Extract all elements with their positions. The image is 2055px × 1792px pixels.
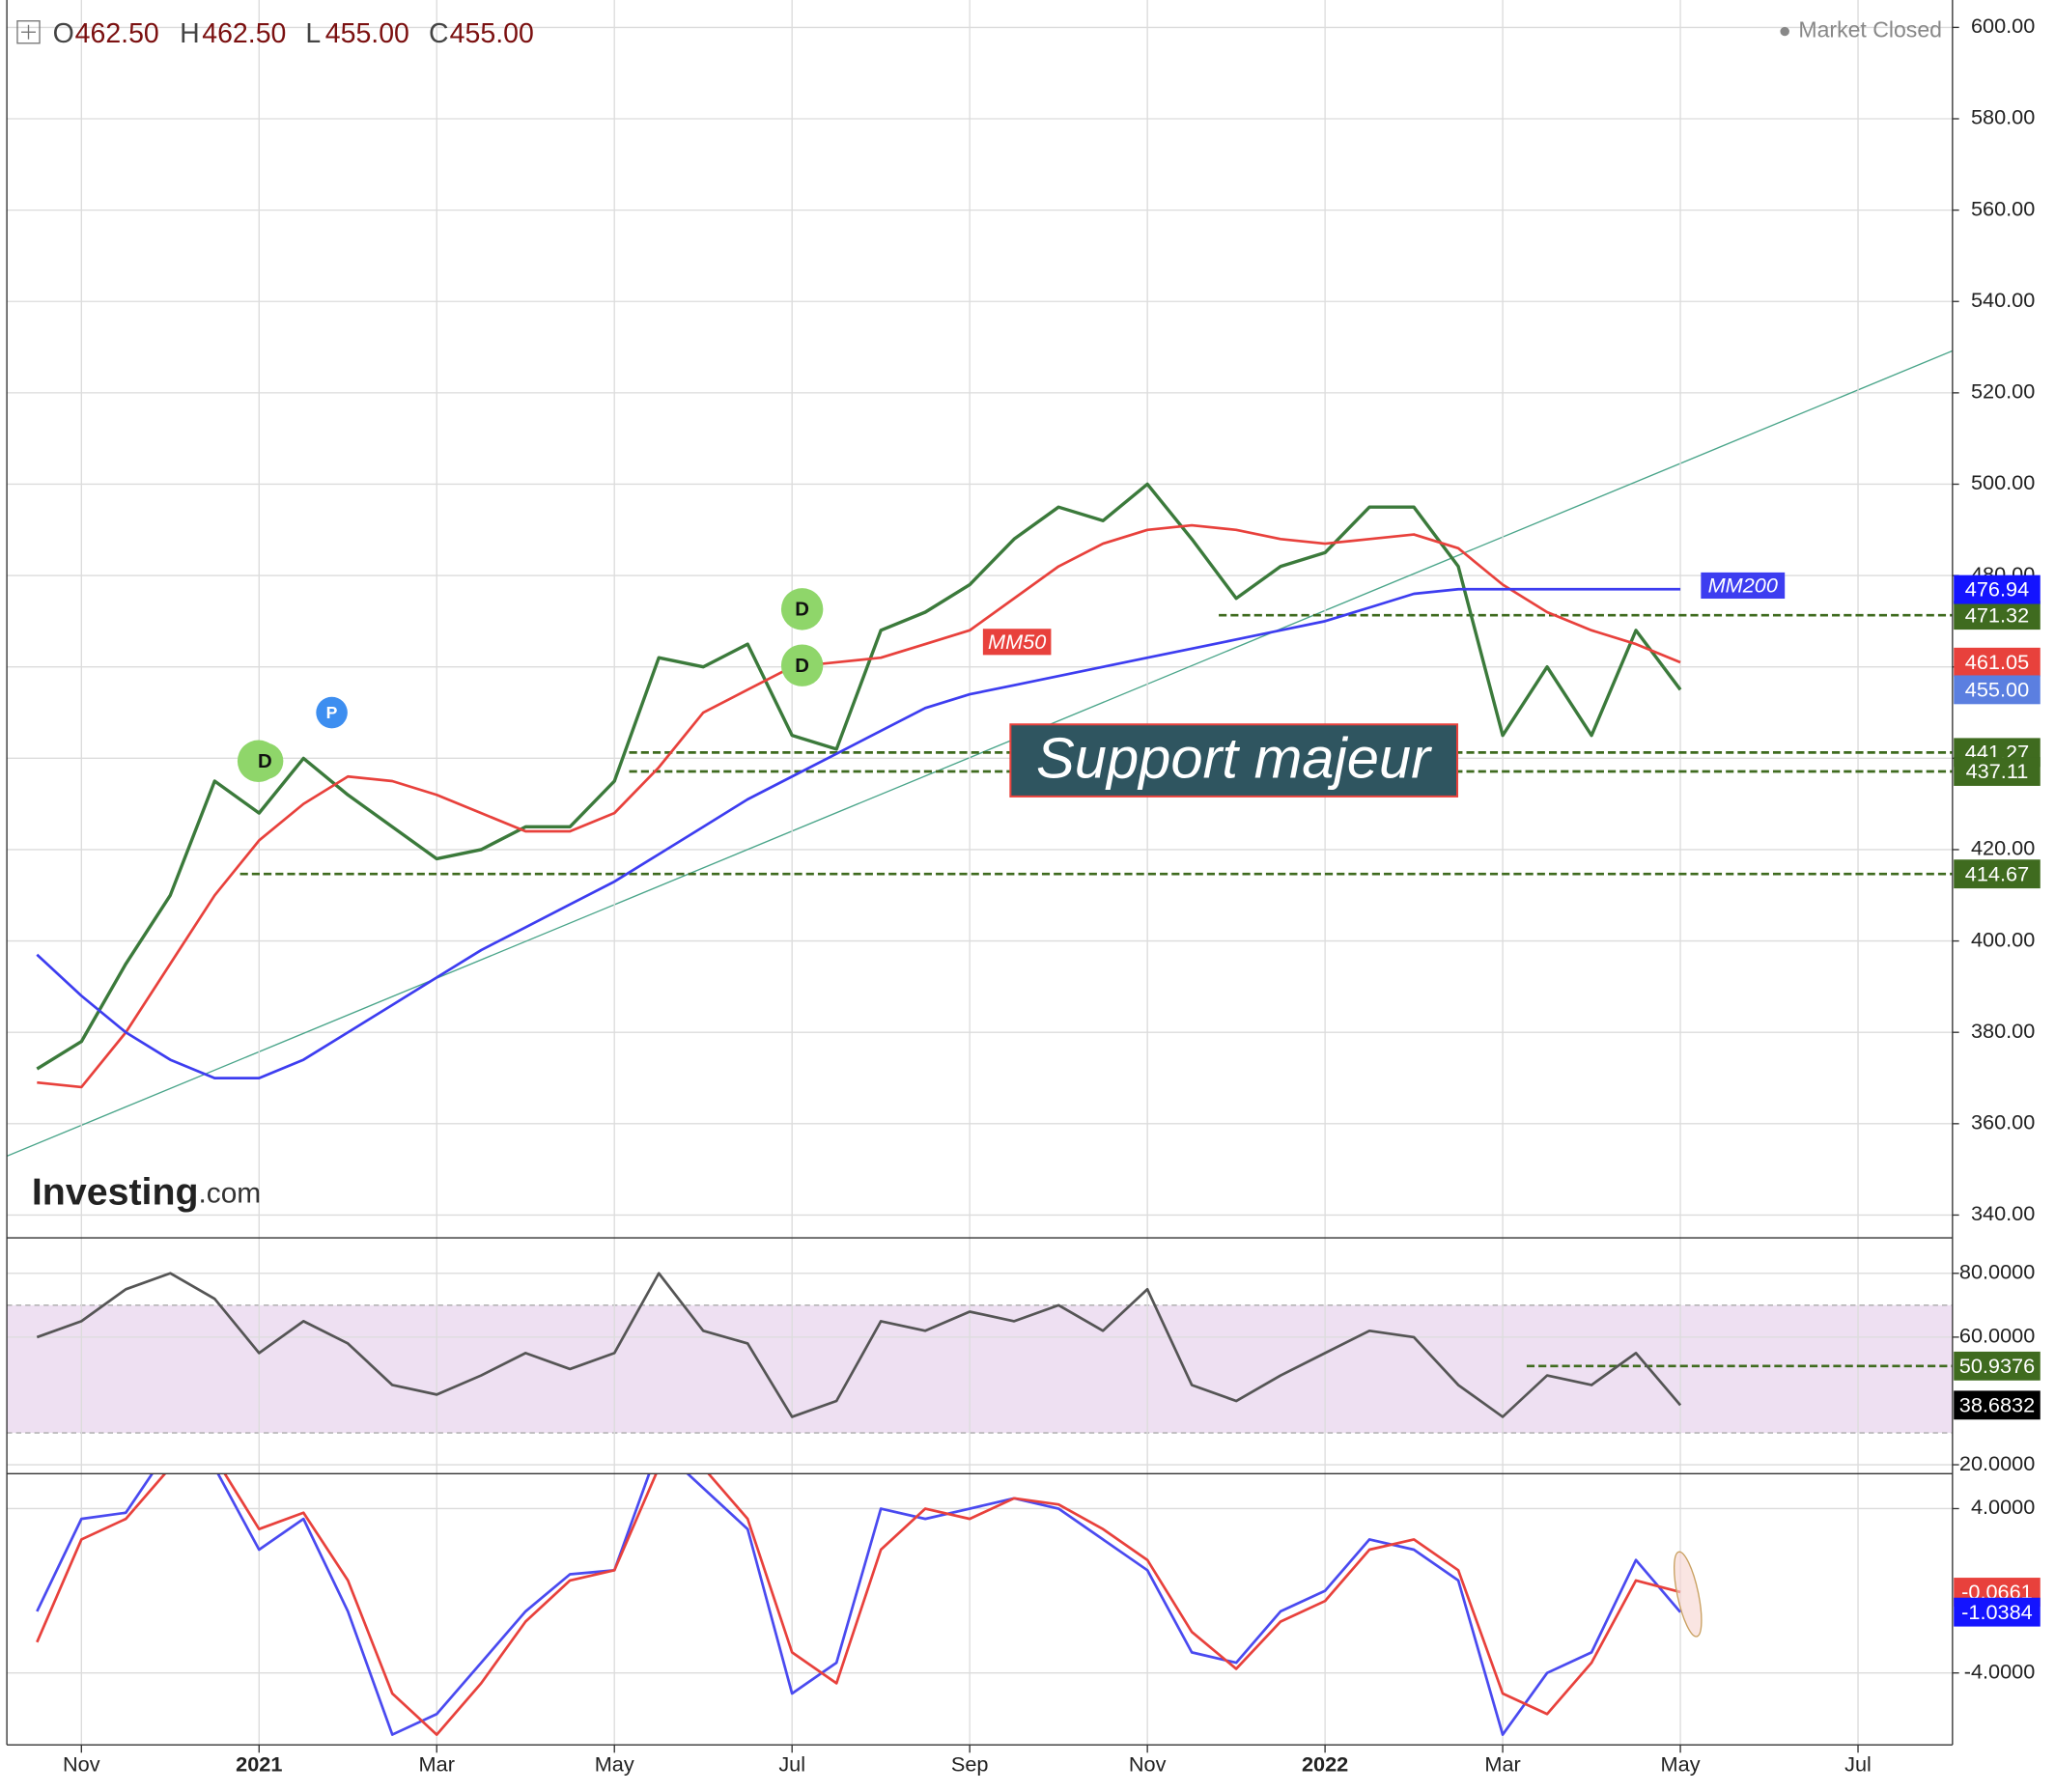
event-label: P	[326, 703, 338, 722]
event-marker	[246, 742, 284, 780]
x-tick-label: Nov	[63, 1752, 100, 1777]
x-tick-label: May	[1661, 1752, 1701, 1777]
y-tick-label: 540.00	[1971, 288, 2035, 312]
y-tick-label: 340.00	[1971, 1201, 2035, 1225]
ohlc-key: O	[53, 18, 74, 49]
panel	[7, 1238, 1953, 1474]
x-tick-label: Sep	[951, 1752, 989, 1777]
level-tag-label: 414.67	[1965, 861, 2029, 885]
x-tick-label: Mar	[1484, 1752, 1520, 1777]
trendline	[7, 350, 1953, 1158]
ohlc-value: 462.50	[202, 18, 286, 49]
annotation: Support majeur	[1036, 725, 1432, 790]
x-tick-label: May	[595, 1752, 634, 1777]
ohlc-key: L	[305, 18, 321, 49]
event-label: D	[795, 600, 809, 621]
series-line	[36, 1473, 1681, 1736]
series-label-box	[1701, 572, 1786, 600]
price-tag-label: 476.94	[1965, 577, 2029, 602]
level-tag	[1954, 859, 2041, 889]
ohlc-key: C	[429, 18, 449, 49]
level-tag	[1954, 1351, 2041, 1381]
y-tick-label: 360.00	[1971, 1110, 2035, 1134]
series-line	[36, 1473, 1682, 1736]
price-tag	[1954, 574, 2041, 604]
y-tick-label: 400.00	[1971, 927, 2035, 951]
y-tick-label: -4.0000	[1964, 1659, 2036, 1683]
x-tick-label: Nov	[1129, 1752, 1167, 1777]
event-label: D	[258, 751, 272, 772]
level-tag-label: 50.9376	[1959, 1354, 2035, 1378]
ohlc-value: 455.00	[325, 18, 409, 49]
y-tick-label: 20.0000	[1959, 1451, 2035, 1475]
crosshair-icon[interactable]	[16, 20, 41, 44]
y-tick-label: 560.00	[1971, 196, 2035, 220]
event-marker[interactable]	[780, 644, 824, 686]
price-tag-label: -1.0384	[1961, 1600, 2033, 1624]
event-marker[interactable]	[316, 696, 348, 729]
level-tag-label: 471.32	[1965, 602, 2029, 627]
series-line	[36, 482, 1682, 1071]
price-tag	[1954, 1597, 2041, 1627]
level-tag	[1954, 601, 2041, 630]
brand: Investing	[32, 1171, 199, 1214]
event-label: D	[795, 656, 809, 677]
annotation-box	[1009, 723, 1459, 798]
level-tag	[1954, 757, 2041, 786]
series-line	[36, 587, 1681, 1079]
level-tag-label: 437.11	[1966, 759, 2029, 783]
y-tick-label: 80.0000	[1959, 1260, 2035, 1284]
y-tick-label: 380.00	[1971, 1019, 2035, 1043]
ohlc: O 462.50 H 462.50 L 455.00 C 455.00	[53, 18, 534, 49]
x-tick-label: 2022	[1302, 1752, 1348, 1777]
price-tag	[1954, 675, 2041, 705]
y-tick-label: 520.00	[1971, 379, 2035, 404]
x-tick-label: 2021	[236, 1752, 282, 1777]
price-tag-label: 455.00	[1965, 677, 2029, 701]
x-tick-label: Jul	[1844, 1752, 1872, 1777]
event-marker[interactable]	[780, 588, 824, 630]
brand-logo: Investing.com	[32, 1171, 261, 1214]
ohlc-key: H	[180, 18, 200, 49]
price-tag-label: 461.05	[1965, 650, 2029, 674]
y-tick-label: 420.00	[1971, 836, 2035, 860]
plot-layer: 340.00360.00380.00400.00420.00440.00460.…	[7, 0, 2041, 1777]
series-line	[36, 1272, 1682, 1418]
x-tick-label: Jul	[778, 1752, 805, 1777]
y-tick-label: 580.00	[1971, 105, 2035, 129]
y-tick-label: 500.00	[1971, 470, 2035, 494]
rsi-band	[7, 1304, 1953, 1434]
ohlc-value: 462.50	[75, 18, 159, 49]
price-tag	[1954, 1390, 2041, 1420]
status-dot	[1780, 26, 1789, 37]
legend-label: MM50	[988, 630, 1046, 654]
price-tag-label: 38.6832	[1959, 1392, 2035, 1416]
legend-label: MM200	[1708, 574, 1778, 598]
x-tick-label: Mar	[419, 1752, 455, 1777]
series-line	[37, 523, 1681, 1089]
y-tick-label: 4.0000	[1971, 1495, 2035, 1519]
ohlc-value: 455.00	[450, 18, 534, 49]
price-tag	[1954, 647, 2041, 677]
panel	[7, 1473, 1953, 1746]
series-label-box	[982, 629, 1052, 656]
panel	[7, 0, 1953, 1239]
brand-suffix: .com	[199, 1177, 262, 1209]
y-tick-label: 60.0000	[1959, 1324, 2035, 1348]
y-tick-label: 600.00	[1971, 14, 2035, 38]
highlight	[1673, 1551, 1703, 1638]
market-status: Market Closed	[1798, 17, 1942, 42]
